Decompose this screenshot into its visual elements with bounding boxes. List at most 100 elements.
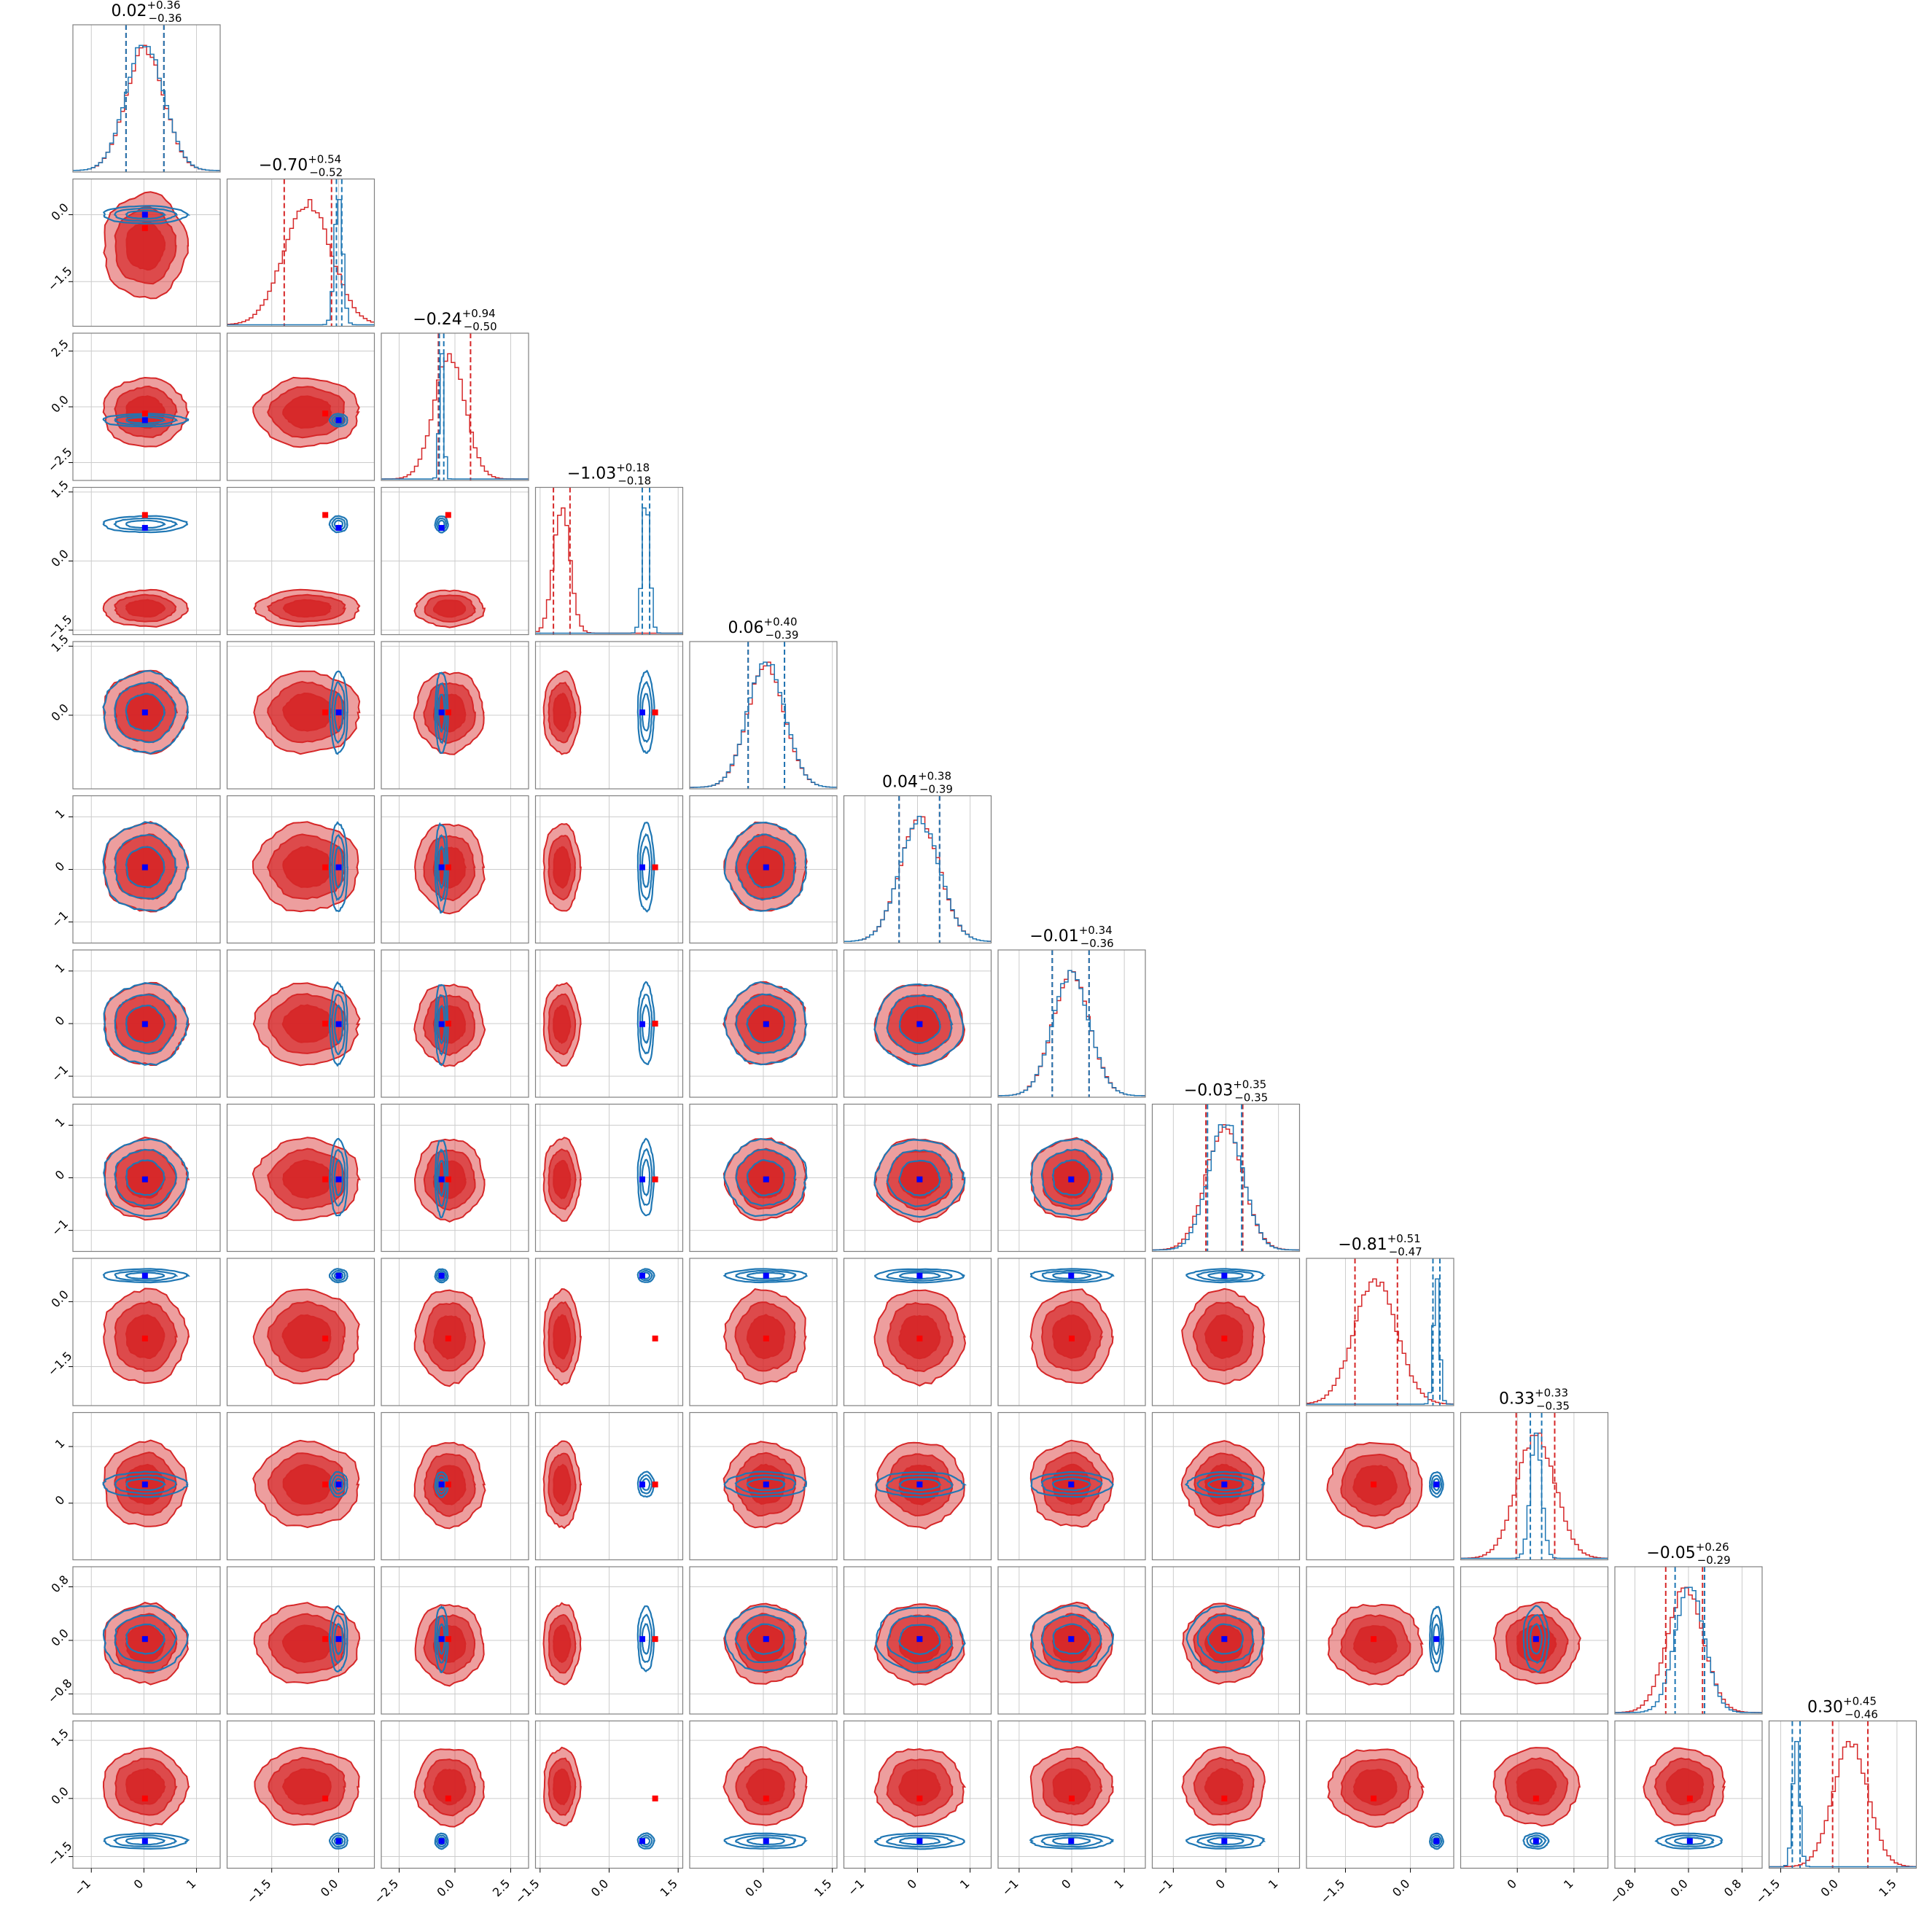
- x-tick-label: −1: [845, 1877, 867, 1898]
- title-value: −0.05: [1646, 1544, 1695, 1562]
- blue-contour-level-2: [1196, 1614, 1255, 1664]
- scatter-panel-6-0: −1 0 1: [49, 949, 221, 1098]
- panel-content: [690, 1721, 837, 1869]
- blue-contour-level-1: [329, 821, 348, 913]
- diagonal-panel-5-5: 0.04+0.38 −0.39: [843, 770, 992, 944]
- blue-contour-level-1: [1428, 1605, 1444, 1672]
- blue-contour-level-1: [434, 1832, 449, 1850]
- blue-contour-level-2: [1040, 1148, 1102, 1207]
- title-minus: −0.50: [464, 320, 497, 333]
- scatter-panel-11-10: −0.8 0.0 0.8: [1607, 1720, 1763, 1906]
- blue-truth-marker: [1068, 1838, 1075, 1845]
- panel-frame: [1768, 1720, 1917, 1869]
- scatter-panel-10-3: [534, 1566, 684, 1715]
- title-plus: +0.36: [147, 0, 181, 12]
- red-histogram: [1769, 1741, 1917, 1868]
- red-contour-level-3: [1516, 1768, 1557, 1805]
- blue-contour-level-2: [1526, 1834, 1547, 1848]
- scatter-panel-4-1: [226, 641, 375, 790]
- blue-contour-level-2: [1430, 1474, 1443, 1495]
- blue-truth-marker: [763, 864, 769, 870]
- red-contour-level-3: [1204, 1767, 1244, 1806]
- scatter-panel-10-4: [689, 1566, 838, 1715]
- blue-contour-level-1: [329, 1137, 348, 1217]
- blue-histogram: [1615, 1586, 1762, 1713]
- blue-truth-marker: [141, 1481, 148, 1488]
- panel-content: [535, 1258, 683, 1406]
- blue-contour-level-3: [746, 1271, 786, 1279]
- red-truth-marker: [445, 1636, 451, 1643]
- scatter-panel-6-5: [843, 949, 992, 1098]
- blue-contour-level-3: [437, 1836, 445, 1846]
- blue-contour-level-2: [734, 1474, 796, 1495]
- blue-contour-level-3: [897, 1624, 941, 1656]
- red-truth-marker: [1371, 1795, 1377, 1801]
- panel-content: [381, 1567, 529, 1714]
- panel-content: [227, 1567, 375, 1714]
- title-value: 0.02: [112, 2, 147, 20]
- blue-contour-level-2: [1040, 1613, 1102, 1664]
- panel-frame: [226, 1566, 375, 1715]
- blue-contour-level-1: [102, 515, 189, 534]
- blue-truth-marker: [1532, 1838, 1539, 1845]
- x-tick-label: 0.0: [1818, 1877, 1841, 1899]
- x-tick-label: 0.0: [434, 1877, 456, 1899]
- panel-content: [844, 950, 992, 1097]
- blue-contour-level-3: [1207, 1623, 1244, 1655]
- blue-truth-marker: [1068, 1272, 1075, 1279]
- blue-histogram: [1306, 1278, 1454, 1405]
- scatter-panel-8-4: [689, 1258, 838, 1406]
- blue-contour-level-1: [328, 981, 348, 1067]
- panel-title: 0.02+0.36 −0.36: [112, 0, 182, 25]
- panel-frame: [381, 1411, 529, 1561]
- red-histogram: [535, 507, 683, 634]
- blue-contour-level-1: [1428, 1471, 1444, 1498]
- red-contour-level-3: [281, 1314, 332, 1359]
- panel-content: [1615, 1567, 1762, 1714]
- blue-truth-marker: [141, 211, 148, 218]
- blue-contour-level-2: [886, 1270, 953, 1282]
- panel-content: [73, 1258, 220, 1406]
- y-tick-label: −1.5: [45, 264, 75, 294]
- title-value: −0.03: [1184, 1082, 1233, 1100]
- panel-content: [690, 795, 837, 943]
- blue-contour-level-1: [873, 983, 965, 1067]
- diagonal-panel-11-11: 0.30+0.45 −0.46 −1.5 0.0 1.5: [1753, 1695, 1917, 1906]
- x-tick-label: 0.0: [318, 1877, 340, 1899]
- blue-contour-level-1: [434, 1605, 449, 1674]
- blue-contour-level-3: [1207, 1478, 1245, 1492]
- blue-truth-marker: [916, 1481, 923, 1488]
- blue-truth-marker: [639, 1021, 645, 1027]
- red-truth-marker: [652, 1021, 658, 1027]
- scatter-panel-6-2: [381, 949, 529, 1098]
- panel-frame: [689, 641, 838, 790]
- red-truth-marker: [1686, 1795, 1693, 1801]
- panel-content: [690, 1104, 837, 1252]
- x-tick-label: 1.5: [658, 1877, 680, 1899]
- blue-truth-marker: [438, 1481, 445, 1488]
- panel-frame: [534, 641, 684, 790]
- title-plus: +0.26: [1696, 1540, 1729, 1554]
- blue-contour-level-2: [734, 1834, 796, 1847]
- blue-truth-marker: [438, 1021, 445, 1027]
- blue-contour-level-1: [103, 1832, 190, 1850]
- blue-contour-level-3: [746, 846, 785, 889]
- title-plus: +0.18: [616, 461, 650, 475]
- blue-truth-marker: [1221, 1272, 1228, 1279]
- blue-contour-level-3: [333, 1478, 344, 1492]
- panel-frame: [534, 795, 684, 944]
- x-tick-label: −1: [71, 1877, 93, 1898]
- x-tick-label: −2.5: [371, 1877, 401, 1906]
- panel-title: −1.03+0.18 −0.18: [567, 461, 651, 488]
- title-minus: −0.35: [1234, 1091, 1268, 1105]
- blue-contour-level-3: [1530, 1836, 1543, 1846]
- panel-frame: [534, 486, 684, 636]
- blue-contour-level-2: [639, 1148, 653, 1206]
- blue-contour-level-1: [102, 1268, 190, 1284]
- panel-frame: [1460, 1411, 1609, 1561]
- blue-contour-level-2: [114, 1148, 178, 1207]
- panel-content: [690, 1258, 837, 1406]
- red-truth-marker: [763, 1795, 769, 1801]
- panel-frame: [381, 949, 529, 1098]
- blue-histogram: [1152, 1124, 1300, 1251]
